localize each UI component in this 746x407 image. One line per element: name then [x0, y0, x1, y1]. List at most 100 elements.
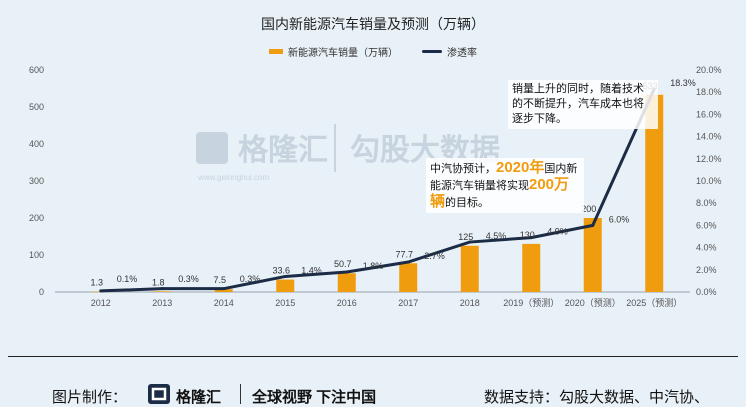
legend-item-sales: 新能源汽车销量（万辆） — [269, 44, 398, 59]
bar-value-label: 77.7 — [395, 249, 413, 259]
y-right-tick-label: 10.0% — [696, 176, 722, 186]
y-left-tick-label: 200 — [29, 213, 44, 223]
y-left-tick-label: 300 — [29, 176, 44, 186]
line-value-label: 18.3% — [670, 78, 696, 88]
line-series — [99, 87, 656, 293]
legend-label-penetration: 渗透率 — [447, 48, 477, 59]
line-point — [99, 289, 103, 293]
bar — [337, 273, 356, 292]
footer-source: 数据支持：勾股大数据、中汽协、 — [484, 389, 710, 406]
y-right-tick-label: 8.0% — [696, 198, 717, 208]
line-point — [468, 240, 472, 244]
chart-plot: 格隆汇 勾股大数据 www.gelonghui.com 0 100 200 300 40… — [29, 65, 722, 308]
y-right-tick-label: 4.0% — [696, 243, 717, 253]
x-tick-label: 2016 — [337, 298, 357, 308]
y-left-tick-label: 400 — [29, 139, 44, 149]
legend-label-sales: 新能源汽车销量（万辆） — [288, 48, 398, 59]
y-right-tick-label: 6.0% — [696, 220, 717, 230]
annotation-forecast: 中汽协预计，2020年国内新能源汽车销量将实现200万辆的目标。 — [426, 158, 584, 213]
bar-value-label: 200 — [581, 204, 596, 214]
line-point — [591, 223, 595, 227]
y-right-tick-label: 2.0% — [696, 265, 717, 275]
chart-title: 国内新能源汽车销量及预测（万辆） — [261, 16, 485, 32]
x-tick-label: 2025（预测） — [626, 298, 682, 308]
line-value-label: 0.3% — [240, 274, 261, 284]
footer: 图片制作： 格隆汇 全球视野 下注中国 数据支持：勾股大数据、中汽协、 — [0, 380, 746, 407]
bar — [460, 245, 479, 292]
annotation-forecast-amount: 200万辆 — [430, 176, 570, 210]
line-value-label: 6.0% — [609, 214, 630, 224]
footer-slogan: 全球视野 下注中国 — [252, 389, 377, 406]
annotation-cost: 销量上升的同时，随着技术的不断提升，汽车成本也将逐步下降。 — [508, 80, 658, 129]
bar — [522, 243, 541, 292]
legend-swatch-line — [422, 50, 442, 53]
chart-legend: 新能源汽车销量（万辆） 渗透率 — [0, 44, 746, 59]
x-axis-labels: 2012 2013 2014 2015 2016 2017 2018 2019（预测） 2020… — [91, 298, 683, 308]
bar-value-label: 50.7 — [334, 259, 352, 269]
line-value-label: 4.5% — [486, 231, 507, 241]
y-right-tick-label: 0.0% — [696, 287, 717, 297]
bar — [645, 94, 664, 292]
y-axis-left: 0 100 200 300 400 500 600 — [29, 65, 44, 297]
line-value-label: 2.7% — [424, 251, 445, 261]
y-left-tick-label: 500 — [29, 102, 44, 112]
bar-value-label: 130 — [520, 230, 535, 240]
y-left-tick-label: 0 — [39, 287, 44, 297]
legend-swatch-bar — [269, 49, 283, 54]
footer-logo-text: 格隆汇 — [176, 389, 222, 406]
watermark: 格隆汇 勾股大数据 www.gelonghui.com — [196, 124, 500, 182]
y-right-tick-label: 18.0% — [696, 87, 722, 97]
y-axis-right: 0.0% 2.0% 4.0% 6.0% 8.0% 10.0% 12.0% 14.0% 16.0%… — [696, 65, 722, 297]
x-tick-label: 2014 — [214, 298, 234, 308]
watermark-brand: 格隆汇 — [238, 134, 328, 167]
y-right-tick-label: 12.0% — [696, 154, 722, 164]
data-labels: 1.31.87.533.650.777.71251302005330.1%0.3… — [90, 78, 695, 288]
line-value-label: 0.1% — [117, 274, 138, 284]
line-point — [406, 260, 410, 264]
x-tick-label: 2018 — [460, 298, 480, 308]
annotation-forecast-year: 2020年 — [496, 159, 545, 176]
watermark-url: www.gelonghui.com — [197, 173, 269, 182]
line-point — [283, 274, 287, 278]
footer-separator — [240, 384, 241, 404]
x-tick-label: 2012 — [91, 298, 111, 308]
bar-value-label: 33.6 — [272, 266, 290, 276]
bar-value-label: 7.5 — [213, 275, 226, 285]
annotation-forecast-post: 的目标。 — [445, 197, 490, 209]
line-point — [160, 287, 164, 291]
line-point — [345, 270, 349, 274]
y-right-tick-label: 14.0% — [696, 132, 722, 142]
bar-series — [91, 94, 664, 293]
watermark-logo-icon — [196, 132, 228, 164]
footer-divider — [8, 356, 738, 357]
bar — [276, 279, 295, 292]
line-value-label: 0.3% — [178, 274, 199, 284]
line-value-label: 4.9% — [547, 227, 568, 237]
line-value-label: 1.4% — [301, 265, 322, 275]
line-value-label: 1.8% — [363, 261, 384, 271]
y-right-tick-label: 20.0% — [696, 65, 722, 75]
x-tick-label: 2020（预测） — [565, 298, 621, 308]
annotation-forecast-mid: 国内新能源汽车销量将实现 — [430, 163, 578, 192]
x-tick-label: 2013 — [152, 298, 172, 308]
bar — [399, 263, 418, 292]
line-point — [222, 287, 226, 291]
bar-value-label: 1.3 — [90, 278, 103, 288]
bar — [583, 218, 602, 292]
y-left-tick-label: 600 — [29, 65, 44, 75]
line-point — [529, 236, 533, 240]
legend-item-penetration: 渗透率 — [422, 44, 477, 59]
bar-value-label: 125 — [458, 232, 473, 242]
annotation-forecast-pre: 中汽协预计， — [430, 163, 496, 175]
bar-value-label: 1.8 — [152, 277, 165, 287]
x-tick-label: 2017 — [398, 298, 418, 308]
y-right-tick-label: 16.0% — [696, 109, 722, 119]
footer-made-by: 图片制作： — [52, 389, 128, 406]
y-left-tick-label: 100 — [29, 250, 44, 260]
x-tick-label: 2019（预测） — [503, 298, 559, 308]
bar — [153, 291, 172, 292]
penetration-line — [100, 88, 656, 293]
x-tick-label: 2015 — [275, 298, 295, 308]
bar — [214, 289, 233, 292]
footer-logo-icon — [148, 384, 170, 404]
